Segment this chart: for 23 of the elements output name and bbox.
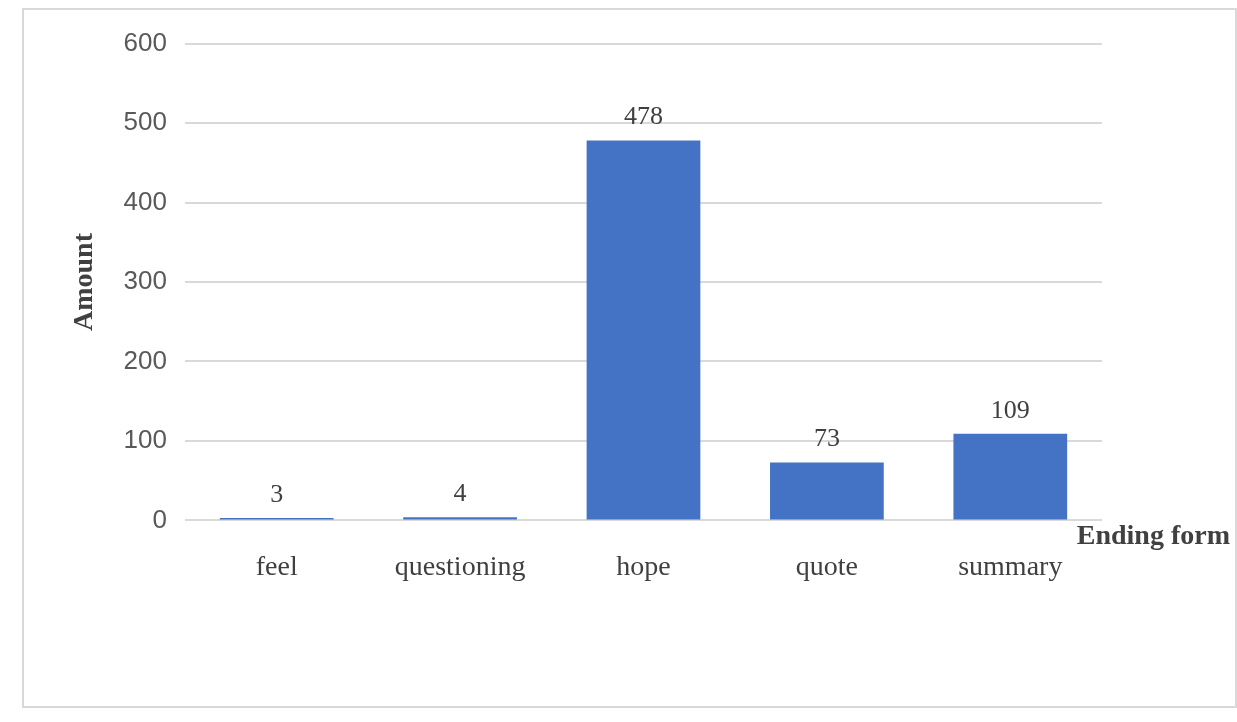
data-label: 109 — [990, 394, 1030, 424]
y-tick-label: 300 — [123, 265, 167, 296]
bar — [953, 433, 1068, 520]
x-tick-label: summary — [958, 549, 1063, 581]
x-tick-label: hope — [616, 549, 671, 581]
x-axis-title: Ending form — [1076, 518, 1230, 550]
data-label: 478 — [623, 101, 663, 131]
bar — [770, 462, 884, 520]
bar — [403, 517, 517, 520]
y-tick-label: 0 — [152, 503, 167, 534]
y-tick-label: 500 — [123, 106, 167, 137]
y-tick-label: 400 — [123, 185, 167, 216]
data-label: 4 — [453, 478, 467, 508]
x-tick-label: feel — [255, 549, 298, 581]
x-tick-label: questioning — [394, 549, 526, 581]
y-axis-title: Amount — [67, 232, 99, 332]
y-tick-label: 600 — [123, 26, 167, 57]
data-label: 3 — [270, 478, 284, 508]
bar — [586, 140, 701, 520]
x-tick-label: quote — [795, 549, 858, 581]
data-label: 73 — [813, 423, 840, 453]
y-tick-label: 200 — [123, 344, 167, 375]
y-tick-label: 100 — [123, 424, 167, 455]
